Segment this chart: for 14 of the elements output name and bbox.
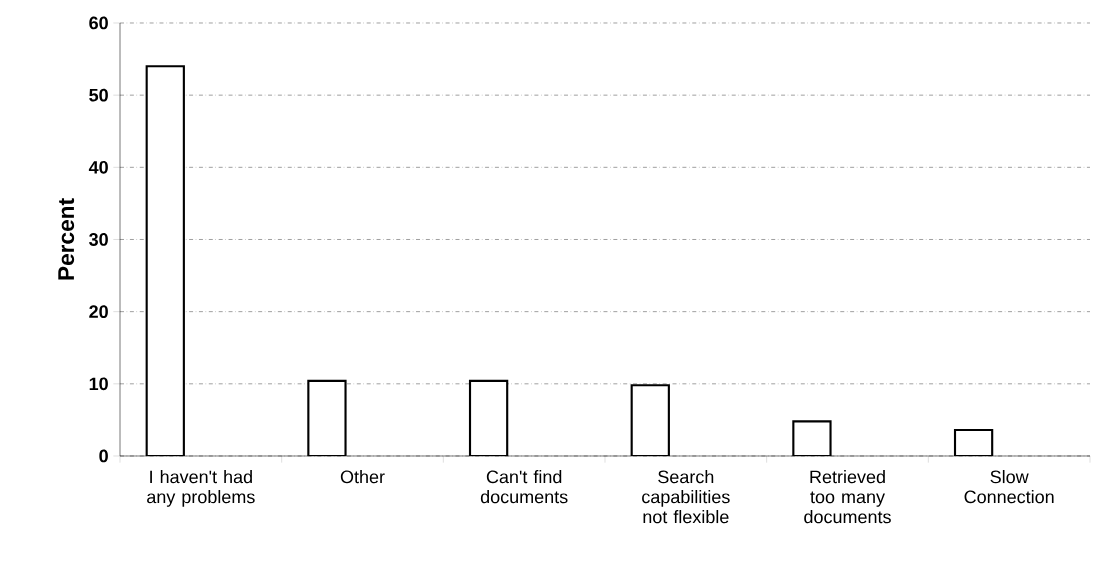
y-tick-label: 10 <box>89 377 108 391</box>
x-tick-label: Can't find documents <box>480 470 568 504</box>
x-tick-label: Slow Connection <box>964 470 1054 504</box>
y-tick-label: 40 <box>88 160 108 174</box>
y-tick-label: 20 <box>89 305 108 319</box>
y-tick-label: 60 <box>89 16 108 30</box>
y-tick-label: 0 <box>99 449 108 463</box>
y-tick-label: 50 <box>89 88 108 102</box>
x-tick-label: I haven't had any problems <box>147 470 255 507</box>
x-tick-label: Retrieved too many documents <box>804 470 891 524</box>
x-tick-label: Search capabilities not flexible <box>642 470 730 524</box>
y-axis-title: Percent <box>58 198 75 280</box>
x-tick-label: Other <box>340 470 385 484</box>
y-tick-label: 30 <box>89 233 108 246</box>
